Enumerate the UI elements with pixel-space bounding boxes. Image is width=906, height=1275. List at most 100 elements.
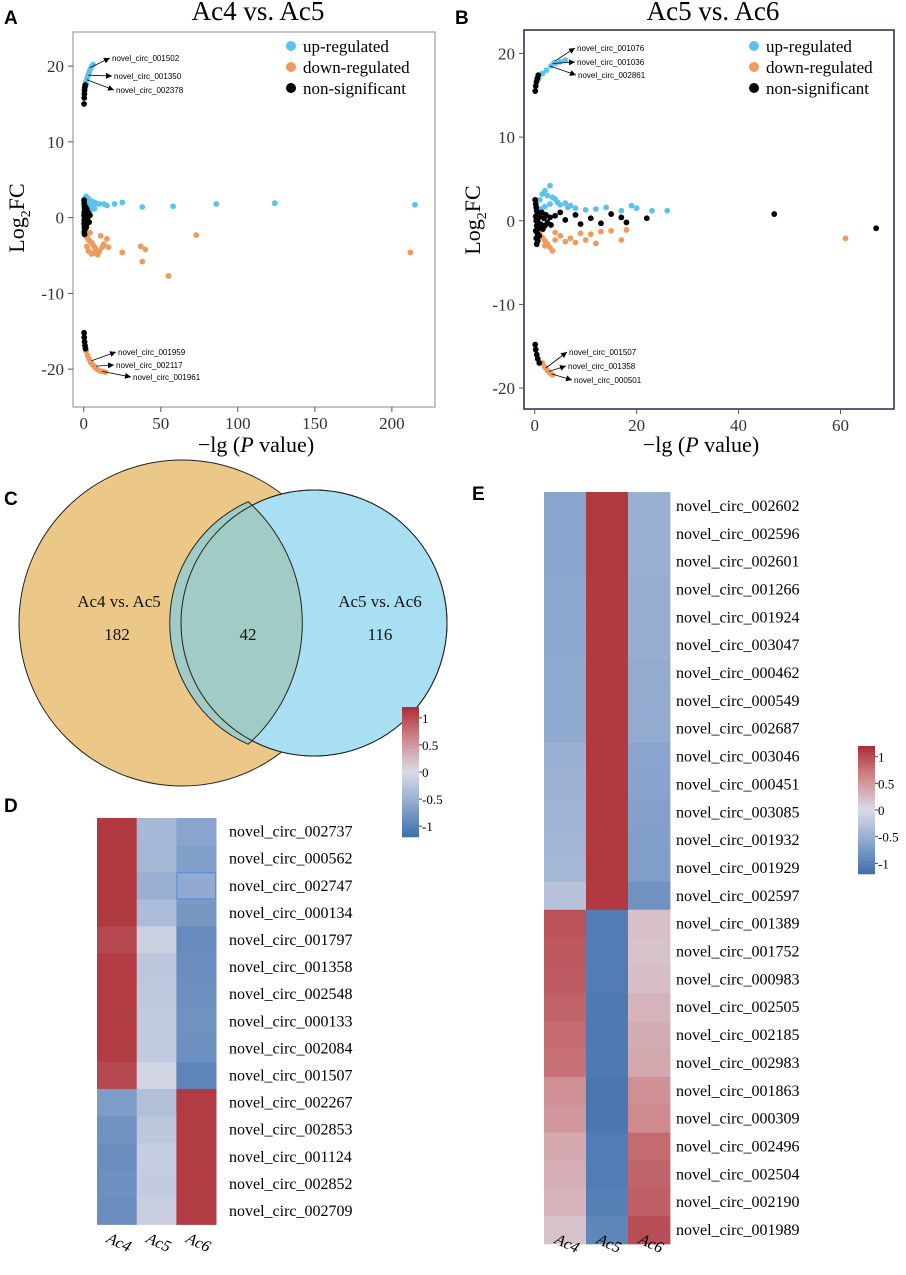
data-point-down-regulated xyxy=(592,240,599,247)
heatmap-cell xyxy=(628,519,671,549)
row-label: novel_circ_001124 xyxy=(229,1149,352,1166)
color-scale-segment xyxy=(858,851,875,856)
data-point-up-regulated xyxy=(603,204,609,211)
data-point-non-significant xyxy=(873,225,880,232)
row-label: novel_circ_002267 xyxy=(229,1095,353,1112)
color-scale-segment xyxy=(402,788,419,792)
heatmap-cell xyxy=(544,603,587,632)
data-point-down-regulated xyxy=(97,232,104,239)
x-tick-label: 100 xyxy=(225,414,251,433)
data-point-up-regulated xyxy=(170,203,177,210)
color-scale-segment xyxy=(402,827,419,831)
heatmap-cell xyxy=(544,798,587,827)
heatmap-cell xyxy=(97,1116,138,1144)
data-point-up-regulated xyxy=(412,201,418,208)
heatmap-cell xyxy=(136,1143,177,1171)
heatmap-cell xyxy=(97,899,138,927)
row-label: novel_circ_000462 xyxy=(676,665,800,682)
data-point-down-regulated xyxy=(541,242,548,249)
legend-ns-swatch xyxy=(286,83,296,93)
row-label: novel_circ_001924 xyxy=(676,609,800,626)
color-scale-segment xyxy=(402,817,419,822)
data-point-non-significant xyxy=(536,360,543,366)
heatmap-cell xyxy=(97,926,138,954)
venn-outline xyxy=(180,489,448,757)
heatmap-cell xyxy=(176,899,217,927)
data-point-non-significant xyxy=(643,215,650,222)
data-point-down-regulated xyxy=(582,237,589,243)
annotation-label: novel_circ_001959 xyxy=(118,348,186,357)
color-scale-label: -1 xyxy=(422,819,433,834)
data-point-up-regulated xyxy=(633,205,640,212)
data-point-non-significant xyxy=(81,334,88,341)
heatmap-cell xyxy=(136,1089,177,1117)
data-point-up-regulated xyxy=(536,196,543,203)
color-scale-segment xyxy=(402,762,419,766)
data-point-non-significant xyxy=(81,101,87,107)
heatmap-cell xyxy=(136,1007,177,1036)
y-axis: -20 -10 0 10 20 xyxy=(41,57,73,379)
heatmap-cell xyxy=(176,872,217,900)
heatmap-cell xyxy=(586,770,629,799)
heatmap-cell xyxy=(628,965,671,994)
heatmap-cell xyxy=(544,575,587,604)
heatmap-cell xyxy=(544,1132,587,1161)
data-point-down-regulated xyxy=(85,248,92,254)
x-tick-label: 0 xyxy=(80,414,89,433)
color-scale-segment xyxy=(858,848,875,852)
annotation-arrow xyxy=(96,362,115,369)
data-point-down-regulated xyxy=(137,243,144,250)
data-point-up-regulated xyxy=(547,201,553,207)
data-point-non-significant xyxy=(83,224,90,231)
x-axis: 0 50 100 150 200 xyxy=(80,407,405,433)
data-point-up-regulated xyxy=(544,192,551,199)
heatmap-cell xyxy=(628,1049,671,1078)
color-scale-segment xyxy=(402,830,419,835)
heatmap-cell xyxy=(628,798,671,827)
data-point-up-regulated xyxy=(572,205,579,212)
heatmap-cell xyxy=(544,1216,587,1245)
data-point-up-regulated xyxy=(547,182,553,189)
data-point-up-regulated xyxy=(541,187,548,194)
y-tick-label: 20 xyxy=(47,57,64,76)
x-tick-label: 150 xyxy=(302,414,328,433)
heatmap-cell xyxy=(544,492,587,521)
color-scale-segment xyxy=(858,758,875,763)
annotation-arrow xyxy=(548,364,567,372)
color-scale-segment xyxy=(858,867,875,872)
color-scale-segment xyxy=(402,736,419,740)
column-label: Ac4 xyxy=(103,1230,134,1256)
row-label: novel_circ_002601 xyxy=(676,554,800,571)
data-point-up-regulated xyxy=(139,204,146,210)
row-label: novel_circ_002185 xyxy=(676,1027,800,1044)
color-scale-segment xyxy=(858,768,875,772)
heatmap-cell xyxy=(586,909,629,938)
color-scale-segment xyxy=(858,810,875,814)
heatmap-cell xyxy=(136,926,177,954)
heatmap-d: novel_circ_002737 novel_circ_000562 novel_… xyxy=(97,707,443,1256)
data-point-non-significant xyxy=(532,88,539,94)
legend-ns-label: non-significant xyxy=(303,79,406,98)
heatmap-cell xyxy=(136,1197,177,1225)
color-scale-segment xyxy=(858,870,875,875)
row-label: novel_circ_002737 xyxy=(229,824,353,841)
heatmap-cell xyxy=(586,659,629,688)
selected-cell-outline xyxy=(176,872,217,900)
legend-down-swatch xyxy=(749,62,759,72)
row-label: novel_circ_002505 xyxy=(676,999,800,1016)
x-tick-label: 0 xyxy=(530,416,539,435)
data-point-non-significant xyxy=(587,215,594,222)
color-scale-segment xyxy=(402,733,419,737)
heatmap-cell xyxy=(136,953,177,981)
data-point-down-regulated xyxy=(94,251,101,258)
color-scale-segment xyxy=(402,716,419,721)
row-label: novel_circ_002084 xyxy=(229,1040,353,1057)
color-scale-segment xyxy=(858,752,875,756)
annotation-label: novel_circ_001036 xyxy=(577,58,645,67)
color-scale-segment xyxy=(402,807,419,812)
data-point-up-regulated xyxy=(119,199,126,206)
column-label: Ac5 xyxy=(143,1230,174,1256)
color-scale-segment xyxy=(402,752,419,757)
y-tick-label: -10 xyxy=(492,295,515,314)
data-point-non-significant xyxy=(535,72,542,79)
